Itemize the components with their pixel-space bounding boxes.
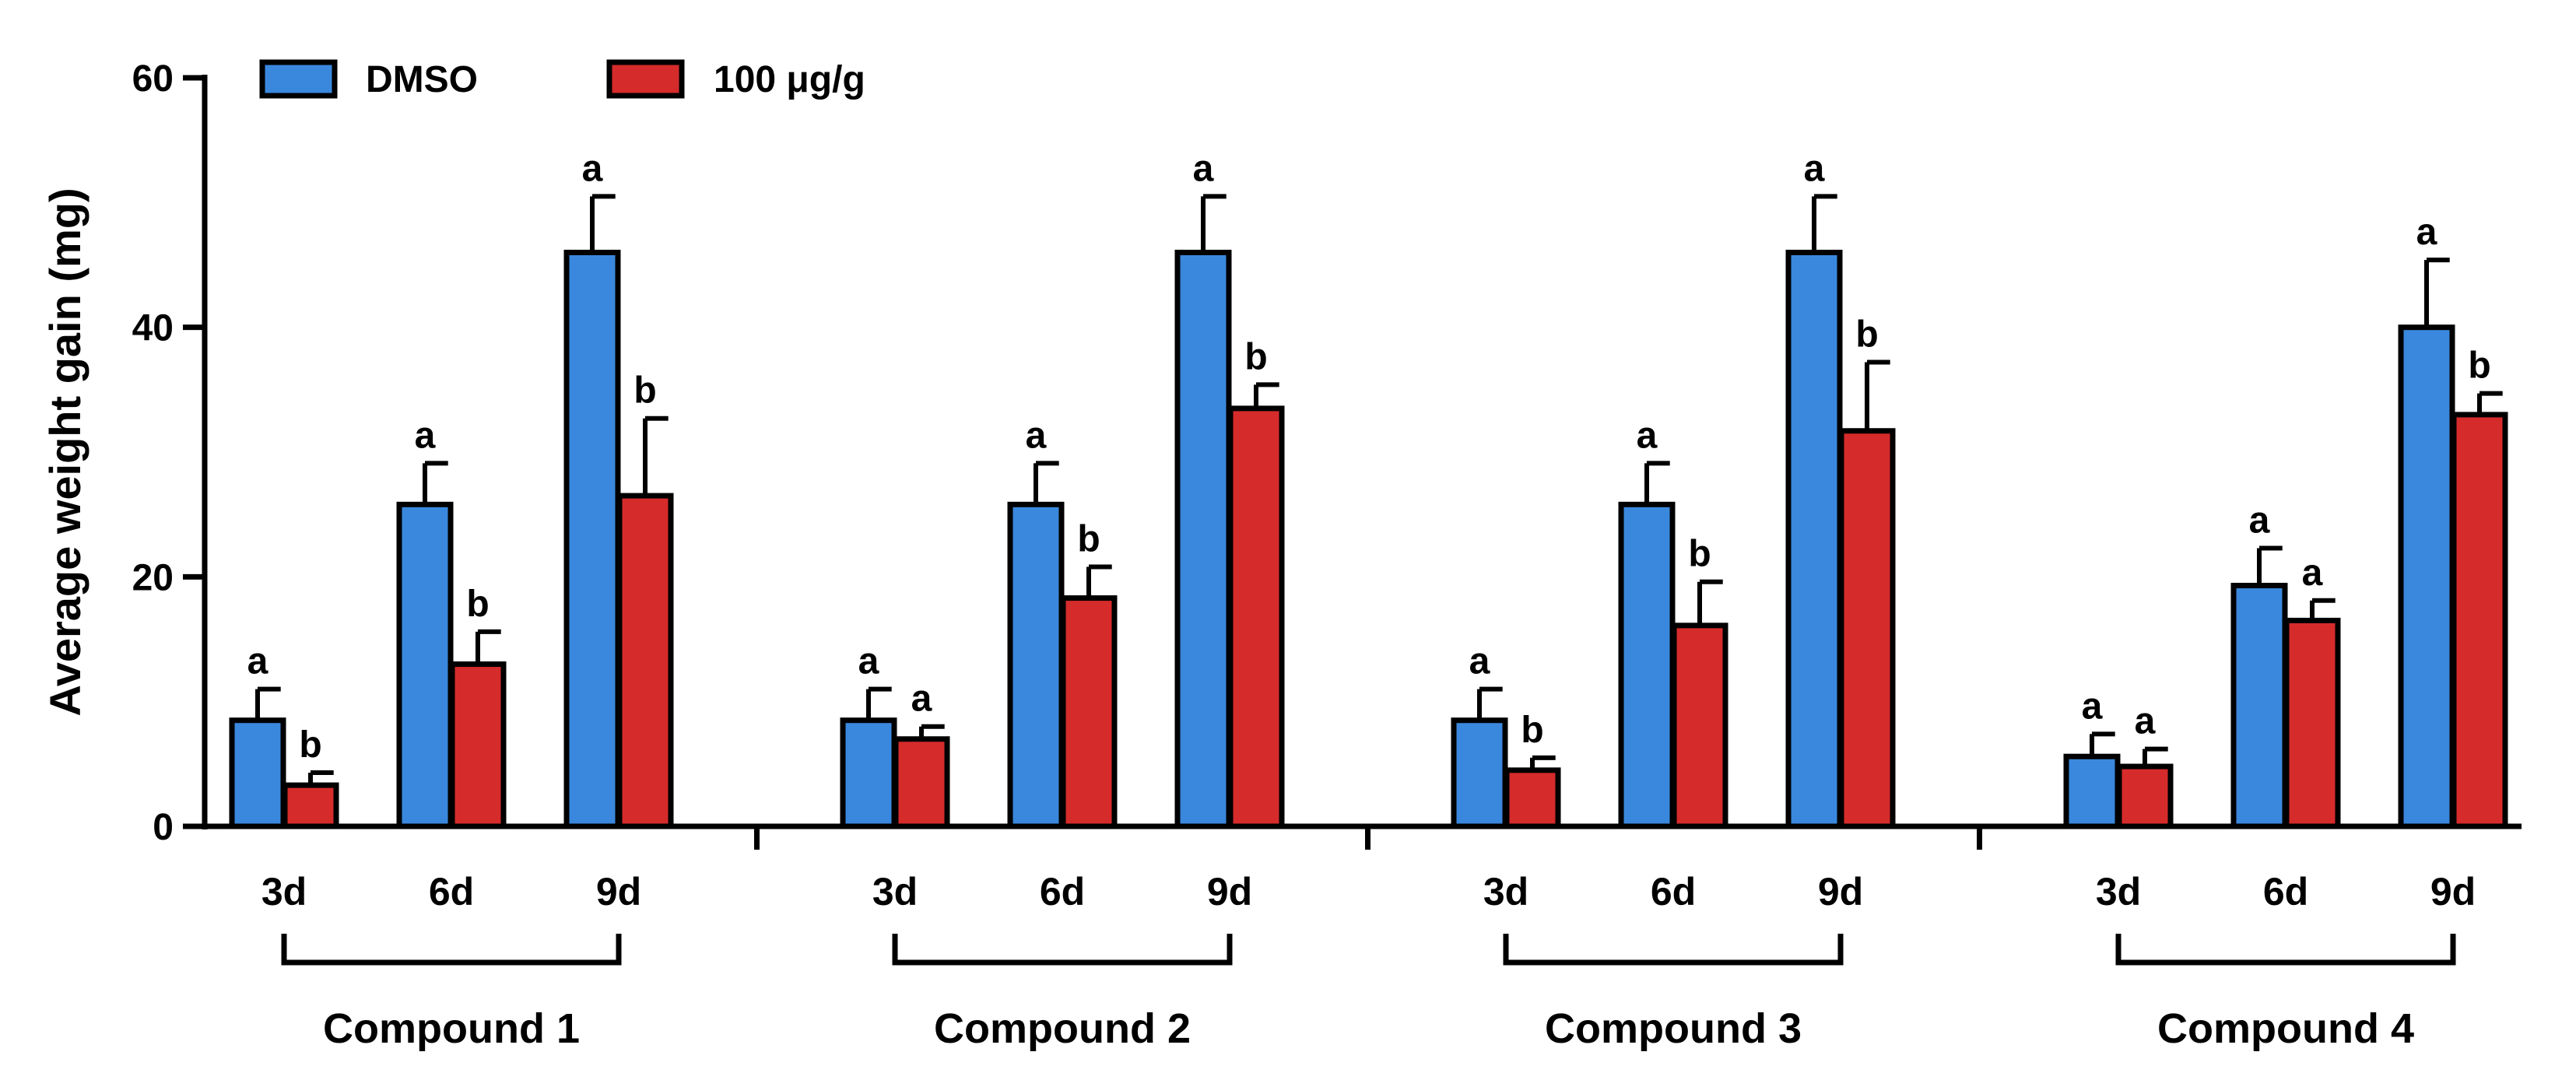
x-tick-label-compound-3-6d: 6d [1651,870,1696,913]
letter-compound-3-6d-dmso: a [1637,415,1658,456]
bar-compound-1-3d-dmso [229,717,286,829]
letter-compound-3-9d-100-g-g: b [1855,314,1878,356]
bar-compound-2-3d-100-g-g [893,736,950,829]
bar-compound-3-9d-dmso [1785,249,1843,829]
bar-compound-4-9d-dmso [2398,324,2455,829]
bar-compound-4-6d-dmso [2230,583,2288,829]
letter-compound-3-3d-100-g-g: b [1521,710,1543,751]
x-tick-label-compound-1-6d: 6d [429,870,474,913]
y-axis: 0 20 40 60 Average weight gain (mg) [40,58,208,848]
letter-compound-1-3d-dmso: a [247,641,268,682]
x-tick-label-compound-2-9d: 9d [1207,870,1252,913]
bar-compound-4-9d-100-g-g [2451,412,2508,829]
letter-compound-1-6d-dmso: a [415,415,436,456]
bar-compound-4-6d-100-g-g [2283,617,2341,829]
letter-compound-2-3d-dmso: a [858,641,879,682]
bar-compound-1-3d-100-g-g [282,782,339,829]
letter-compound-3-6d-100-g-g: b [1688,534,1711,575]
letter-compound-2-9d-100-g-g: b [1244,336,1267,377]
x-tick-label-compound-1-3d: 3d [261,870,307,913]
bar-compound-3-9d-100-g-g [1838,428,1896,829]
y-tick-label-60: 60 [132,58,174,100]
bar-compound-4-3d-100-g-g [2116,763,2174,829]
letter-compound-4-9d-dmso: a [2416,212,2437,253]
letter-compound-4-9d-100-g-g: b [2468,345,2490,387]
bar-compound-2-9d-dmso [1174,249,1232,829]
x-tick-label-compound-4-9d: 9d [2430,870,2476,913]
legend-label-100ugg: 100 μg/g [714,59,865,100]
bar-compound-2-6d-dmso [1007,501,1065,829]
bar-compound-3-3d-dmso [1451,717,1508,829]
group-bracket-compound-1 [281,934,622,966]
x-tick-label-compound-3-3d: 3d [1483,870,1528,913]
legend: DMSO 100 μg/g [259,59,865,100]
letter-compound-1-6d-100-g-g: b [466,584,489,625]
legend-label-dmso: DMSO [366,59,478,100]
letter-compound-4-3d-dmso: a [2082,686,2103,727]
bar-compound-1-9d-100-g-g [616,493,674,829]
x-tick-label-compound-2-3d: 3d [872,870,918,913]
legend-swatch-dmso [259,59,338,99]
group-label-compound-3: Compound 3 [1545,1005,1802,1052]
letter-compound-2-6d-100-g-g: b [1077,519,1100,560]
x-tick-label-compound-2-6d: 6d [1040,870,1085,913]
letter-compound-1-3d-100-g-g: b [299,724,321,766]
y-axis-title: Average weight gain (mg) [40,188,89,716]
letter-compound-2-9d-dmso: a [1193,148,1214,189]
y-tick-label-0: 0 [153,807,174,848]
bar-compound-3-6d-dmso [1618,501,1676,829]
letter-compound-3-3d-dmso: a [1469,641,1490,682]
letter-compound-2-6d-dmso: a [1026,415,1047,456]
x-tick-label-compound-1-9d: 9d [596,870,641,913]
bar-compound-3-3d-100-g-g [1504,767,1561,829]
bar-compound-4-3d-dmso [2063,753,2121,829]
group-label-compound-1: Compound 1 [323,1005,580,1052]
group-bracket-compound-4 [2115,934,2456,966]
group-label-compound-4: Compound 4 [2157,1005,2414,1052]
y-tick-label-20: 20 [132,557,174,598]
letter-compound-4-6d-100-g-g: a [2302,552,2323,594]
bar-compound-2-9d-100-g-g [1227,405,1285,829]
letter-compound-4-6d-dmso: a [2249,500,2270,541]
bar-compound-1-6d-100-g-g [449,661,507,829]
bar-compound-2-6d-100-g-g [1060,595,1118,829]
x-tick-label-compound-4-6d: 6d [2263,870,2308,913]
letter-compound-4-3d-100-g-g: a [2135,701,2156,742]
group-bracket-compound-3 [1503,934,1844,966]
bar-compound-3-6d-100-g-g [1671,622,1728,829]
bar-compound-1-6d-dmso [396,501,454,829]
bar-compound-2-3d-dmso [840,717,897,829]
x-tick-label-compound-4-3d: 3d [2096,870,2141,913]
y-tick-label-40: 40 [132,308,174,349]
x-tick-label-compound-3-9d: 9d [1818,870,1863,913]
group-bracket-compound-2 [892,934,1233,966]
letter-compound-2-3d-100-g-g: a [911,678,932,720]
letter-compound-1-9d-100-g-g: b [633,370,656,412]
group-label-compound-2: Compound 2 [934,1005,1191,1052]
x-axis: 3d 6d 9d Compound 1 3d 6d 9d Compound 2 3d 6d 9d Co… [205,823,2522,1052]
letter-compound-3-9d-dmso: a [1804,148,1825,189]
letter-compound-1-9d-dmso: a [582,148,603,189]
legend-swatch-100ugg [606,59,685,99]
bar-compound-1-9d-dmso [563,249,621,829]
